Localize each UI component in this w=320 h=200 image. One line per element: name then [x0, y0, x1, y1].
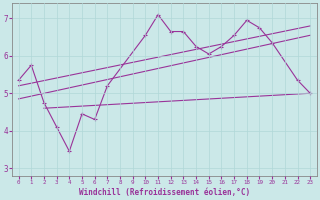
X-axis label: Windchill (Refroidissement éolien,°C): Windchill (Refroidissement éolien,°C)	[79, 188, 250, 197]
